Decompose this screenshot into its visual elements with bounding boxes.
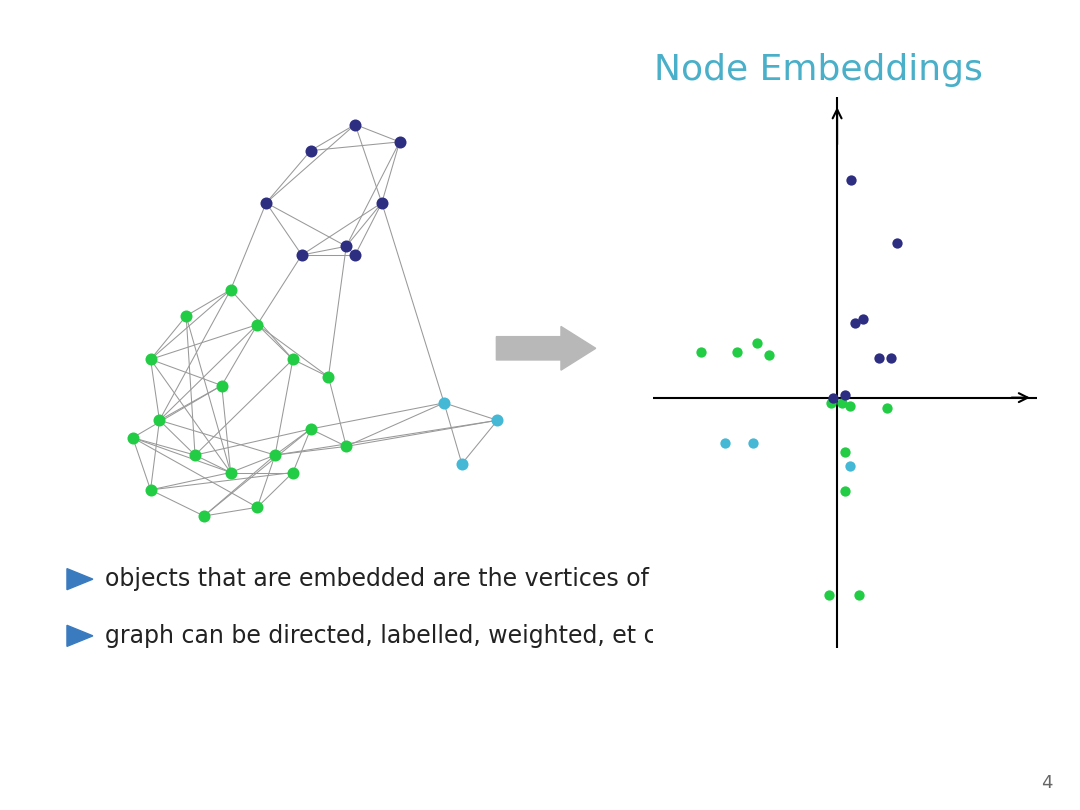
Point [347,118,364,131]
Point [284,353,301,366]
Point [889,237,906,249]
Point [824,391,841,404]
Polygon shape [67,569,93,590]
Point [836,388,853,401]
Point [878,401,895,414]
Point [855,313,873,326]
Point [748,337,766,350]
Point [248,318,266,331]
Text: Node Embeddings: Node Embeddings [653,53,983,87]
Point [729,345,746,358]
Point [151,414,168,427]
Point [141,353,159,366]
Point [391,135,408,148]
Point [489,414,507,427]
Point [302,144,320,157]
Point [177,309,194,322]
Point [338,240,355,253]
Point [744,437,761,450]
Point [141,484,159,497]
Point [851,589,868,602]
Point [338,440,355,453]
Point [821,589,838,602]
Point [347,249,364,262]
Point [187,449,204,462]
Point [822,397,839,410]
Point [841,460,859,473]
Point [717,437,734,450]
Point [834,397,851,410]
Point [293,249,310,262]
Point [836,446,853,458]
Point [124,431,141,444]
FancyArrow shape [497,326,596,370]
Point [320,370,337,383]
Point [841,400,859,413]
Point [257,196,274,209]
Text: graph can be directed, labelled, weighted, et cetera: graph can be directed, labelled, weighte… [105,624,719,648]
Point [454,458,471,471]
Text: objects that are embedded are the vertices of a graph: objects that are embedded are the vertic… [105,567,747,591]
Point [267,449,284,462]
Polygon shape [67,625,93,646]
Point [284,466,301,479]
Text: 4: 4 [1041,774,1053,792]
Point [846,317,863,330]
Point [836,484,853,497]
Point [195,509,213,522]
Point [222,466,240,479]
Point [435,396,453,409]
Point [302,423,320,436]
Point [213,379,230,392]
Point [374,196,391,209]
Point [248,501,266,514]
Point [760,348,778,361]
Point [882,351,900,364]
Point [842,173,860,186]
Point [870,351,888,364]
Point [222,284,240,296]
Point [692,345,710,358]
